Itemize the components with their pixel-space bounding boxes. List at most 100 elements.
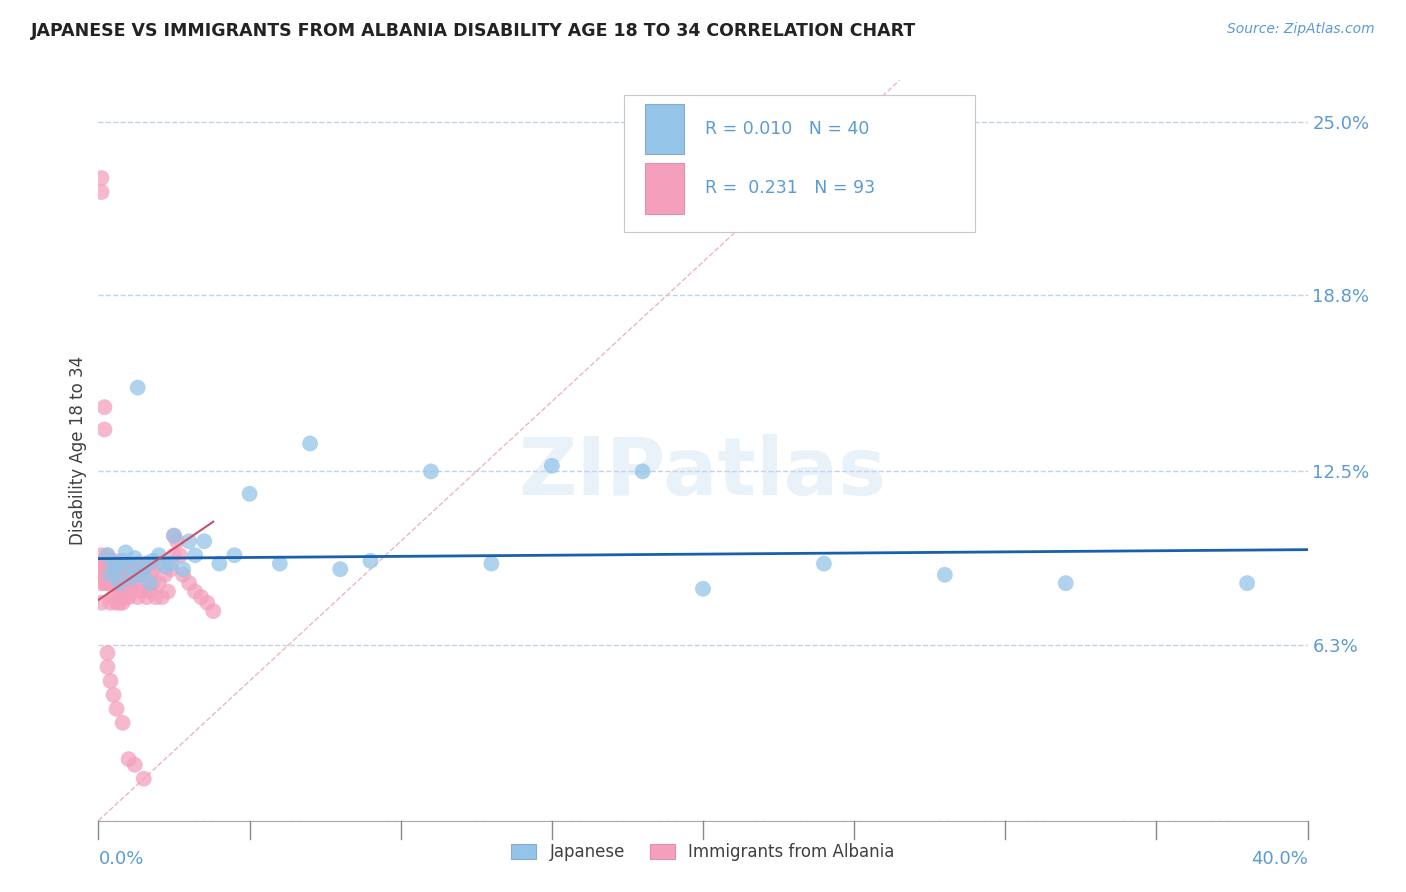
Immigrants from Albania	[148, 576, 170, 591]
Japanese	[360, 554, 382, 568]
Japanese	[299, 436, 322, 450]
Immigrants from Albania	[132, 576, 155, 591]
Japanese	[269, 557, 291, 571]
FancyBboxPatch shape	[645, 104, 683, 154]
Immigrants from Albania	[100, 554, 122, 568]
Immigrants from Albania	[93, 576, 115, 591]
Immigrants from Albania	[103, 571, 125, 585]
Japanese	[111, 554, 134, 568]
Immigrants from Albania	[202, 604, 225, 618]
Immigrants from Albania	[87, 562, 110, 576]
Immigrants from Albania	[103, 562, 125, 576]
Immigrants from Albania	[96, 567, 118, 582]
Japanese	[163, 529, 186, 543]
Immigrants from Albania	[100, 574, 122, 588]
Japanese	[420, 464, 443, 478]
Immigrants from Albania	[160, 562, 183, 576]
Immigrants from Albania	[124, 562, 146, 576]
Immigrants from Albania	[90, 596, 112, 610]
Immigrants from Albania	[96, 574, 118, 588]
Immigrants from Albania	[121, 584, 143, 599]
Japanese	[108, 576, 131, 591]
Japanese	[121, 571, 143, 585]
Japanese	[172, 562, 194, 576]
Japanese	[135, 557, 157, 571]
Immigrants from Albania	[195, 596, 218, 610]
Immigrants from Albania	[135, 557, 157, 571]
Japanese	[1054, 576, 1077, 591]
Japanese	[224, 548, 246, 562]
Japanese	[692, 582, 714, 596]
Immigrants from Albania	[100, 562, 122, 576]
Immigrants from Albania	[108, 584, 131, 599]
Immigrants from Albania	[100, 576, 122, 591]
FancyBboxPatch shape	[624, 95, 976, 232]
Immigrants from Albania	[90, 576, 112, 591]
Immigrants from Albania	[93, 574, 115, 588]
Immigrants from Albania	[105, 596, 128, 610]
Immigrants from Albania	[135, 590, 157, 604]
Immigrants from Albania	[153, 567, 176, 582]
Text: R = 0.010   N = 40: R = 0.010 N = 40	[706, 120, 870, 138]
Japanese	[103, 557, 125, 571]
Y-axis label: Disability Age 18 to 34: Disability Age 18 to 34	[69, 356, 87, 545]
Japanese	[481, 557, 503, 571]
Japanese	[132, 562, 155, 576]
Immigrants from Albania	[105, 702, 128, 716]
Immigrants from Albania	[163, 529, 186, 543]
Immigrants from Albania	[139, 567, 162, 582]
Immigrants from Albania	[93, 557, 115, 571]
Immigrants from Albania	[118, 557, 141, 571]
Japanese	[129, 567, 152, 582]
Japanese	[329, 562, 352, 576]
Immigrants from Albania	[105, 567, 128, 582]
Immigrants from Albania	[111, 715, 134, 730]
Immigrants from Albania	[111, 584, 134, 599]
Japanese	[139, 576, 162, 591]
Immigrants from Albania	[90, 185, 112, 199]
Japanese	[208, 557, 231, 571]
Text: ZIPatlas: ZIPatlas	[519, 434, 887, 512]
Japanese	[184, 548, 207, 562]
FancyBboxPatch shape	[645, 163, 683, 213]
Japanese	[124, 551, 146, 566]
Japanese	[193, 534, 215, 549]
Immigrants from Albania	[108, 596, 131, 610]
Immigrants from Albania	[169, 548, 191, 562]
Immigrants from Albania	[103, 554, 125, 568]
Immigrants from Albania	[108, 557, 131, 571]
Japanese	[179, 534, 201, 549]
Immigrants from Albania	[93, 554, 115, 568]
Immigrants from Albania	[127, 590, 149, 604]
Immigrants from Albania	[103, 590, 125, 604]
Japanese	[148, 548, 170, 562]
Immigrants from Albania	[96, 554, 118, 568]
Japanese	[631, 464, 654, 478]
Text: Source: ZipAtlas.com: Source: ZipAtlas.com	[1227, 22, 1375, 37]
Immigrants from Albania	[96, 660, 118, 674]
Immigrants from Albania	[96, 548, 118, 562]
Immigrants from Albania	[96, 646, 118, 660]
Immigrants from Albania	[166, 534, 188, 549]
Immigrants from Albania	[142, 562, 165, 576]
Japanese	[540, 458, 562, 473]
Immigrants from Albania	[118, 752, 141, 766]
Japanese	[114, 545, 136, 559]
Japanese	[127, 381, 149, 395]
Immigrants from Albania	[96, 576, 118, 591]
Immigrants from Albania	[100, 596, 122, 610]
Immigrants from Albania	[148, 557, 170, 571]
Immigrants from Albania	[111, 576, 134, 591]
Immigrants from Albania	[121, 567, 143, 582]
Immigrants from Albania	[156, 584, 179, 599]
Immigrants from Albania	[90, 548, 112, 562]
Immigrants from Albania	[105, 576, 128, 591]
Immigrants from Albania	[118, 590, 141, 604]
Immigrants from Albania	[145, 590, 167, 604]
Immigrants from Albania	[179, 576, 201, 591]
Immigrants from Albania	[172, 567, 194, 582]
Immigrants from Albania	[142, 576, 165, 591]
Immigrants from Albania	[139, 584, 162, 599]
Immigrants from Albania	[108, 567, 131, 582]
Immigrants from Albania	[124, 576, 146, 591]
